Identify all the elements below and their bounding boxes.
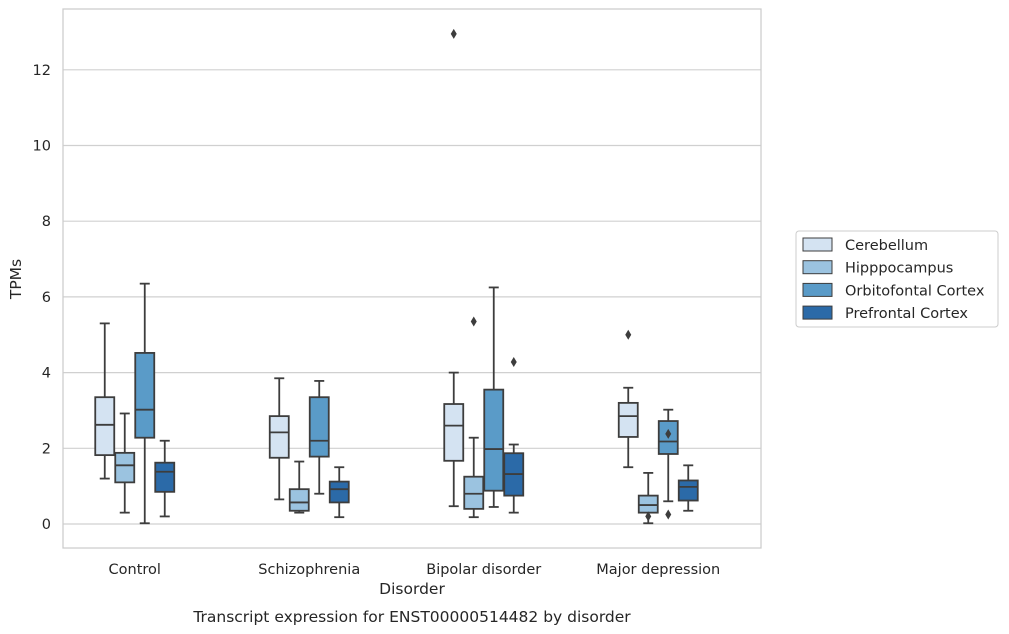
legend-frame [795,230,999,328]
x-tick-label: Control [109,562,161,578]
y-tick-label: 6 [42,290,51,306]
outlier-point [510,357,517,368]
x-tick-label: Schizophrenia [258,562,360,578]
y-tick-label: 8 [42,214,51,230]
legend-label: Hipppocampus [845,261,953,277]
box-iqr [637,494,659,514]
outlier-point [665,509,672,520]
x-axis-title: Disorder [379,580,445,598]
y-tick-label: 10 [33,139,51,155]
y-tick-label: 4 [42,366,51,382]
outlier-point [665,428,672,439]
box-iqr [94,396,116,457]
legend-swatch [802,282,833,297]
legend-swatch [802,305,833,320]
y-tick-label: 2 [42,441,51,457]
chart-caption: Transcript expression for ENST0000051448… [192,608,631,626]
box-plot-series [94,28,699,525]
y-tick-label: 12 [33,63,51,79]
x-tick-label: Bipolar disorder [426,562,541,578]
legend-label: Cerebellum [845,238,928,254]
box-iqr [114,451,136,484]
y-tick-labels: 0 2 4 6 8 10 12 [33,63,51,533]
legend-label: Orbitofontal Cortex [845,283,985,299]
box-iqr [483,388,505,492]
x-tick-labels: Control Schizophrenia Bipolar disorder Majo… [109,562,721,578]
outlier-point [645,511,652,522]
legend-swatch [802,260,833,275]
y-tick-label: 0 [42,517,51,533]
outlier-point [450,28,457,39]
x-tick-label: Major depression [596,562,720,578]
box-iqr [154,461,176,493]
outlier-point [470,316,477,327]
box-iqr [463,475,485,510]
box-iqr [268,415,290,459]
outlier-point [625,329,632,340]
box-iqr [677,479,699,502]
legend-label: Prefrontal Cortex [845,306,968,322]
legend-swatch [802,237,833,252]
box-iqr [617,401,639,438]
y-axis-title: TPMs [7,259,25,300]
box-iqr [134,352,156,439]
legend: Cerebellum Hipppocampus Orbitofontal Corte… [795,230,999,328]
box-iqr [443,403,465,462]
box-iqr [288,488,310,512]
box-iqr [328,480,350,504]
gridlines [63,69,761,525]
plot-frame [62,8,762,549]
box-iqr [308,396,330,458]
